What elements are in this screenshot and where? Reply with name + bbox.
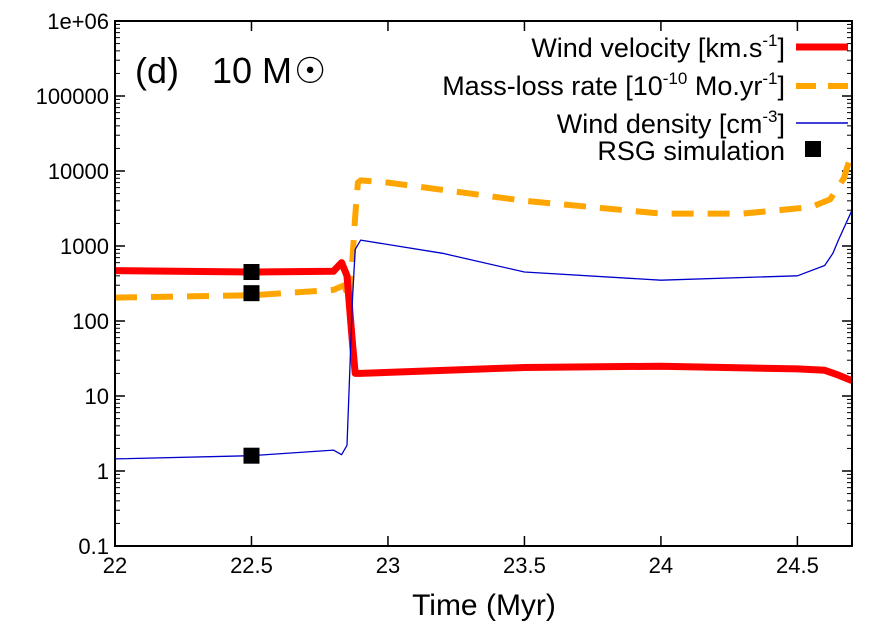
y-tick-label: 1e+06 xyxy=(47,9,109,34)
series-mass-loss-rate xyxy=(114,151,855,305)
series-wind-density xyxy=(114,209,853,460)
x-tick-label: 23.5 xyxy=(503,553,546,578)
y-tick-label: 10000 xyxy=(48,159,109,184)
series-wind-velocity xyxy=(114,259,854,384)
legend-label-mass-loss-rate: Mass-loss rate [10-10 Mo.yr-1] xyxy=(442,69,785,101)
legend-label-wind-velocity: Wind velocity [km.s-1] xyxy=(531,31,785,63)
rsg-marker xyxy=(243,447,260,464)
y-tick-label: 10 xyxy=(85,384,109,409)
x-tick-label: 24 xyxy=(649,553,673,578)
series-layer xyxy=(114,151,855,460)
legend-label-wind-density: Wind density [cm-3] xyxy=(557,107,785,139)
rsg-marker xyxy=(243,264,260,281)
rsg-marker xyxy=(243,285,260,302)
panel-mass: 10 M☉ xyxy=(212,50,326,91)
x-tick-label: 22.5 xyxy=(230,553,273,578)
x-axis-label: Time (Myr) xyxy=(412,589,556,622)
y-tick-label: 100 xyxy=(72,309,109,334)
rsg-markers xyxy=(243,264,260,464)
x-tick-label: 22 xyxy=(103,553,127,578)
sun-symbol: ☉ xyxy=(294,50,326,91)
legend: Wind velocity [km.s-1] Mass-loss rate [1… xyxy=(442,31,848,166)
x-axis-ticks: 22 22.5 23 23.5 24 24.5 xyxy=(103,21,819,578)
x-tick-label: 23 xyxy=(376,553,400,578)
legend-swatch-rsg-simulation xyxy=(805,141,821,157)
y-tick-label: 100000 xyxy=(36,84,109,109)
panel-label: (d) xyxy=(135,50,179,91)
y-tick-label: 1000 xyxy=(60,234,109,259)
x-tick-label: 24.5 xyxy=(776,553,819,578)
legend-label-rsg-simulation: RSG simulation xyxy=(597,136,785,166)
y-tick-label: 0.1 xyxy=(78,534,109,559)
plot-frame xyxy=(114,20,853,547)
y-tick-label: 1 xyxy=(97,459,109,484)
